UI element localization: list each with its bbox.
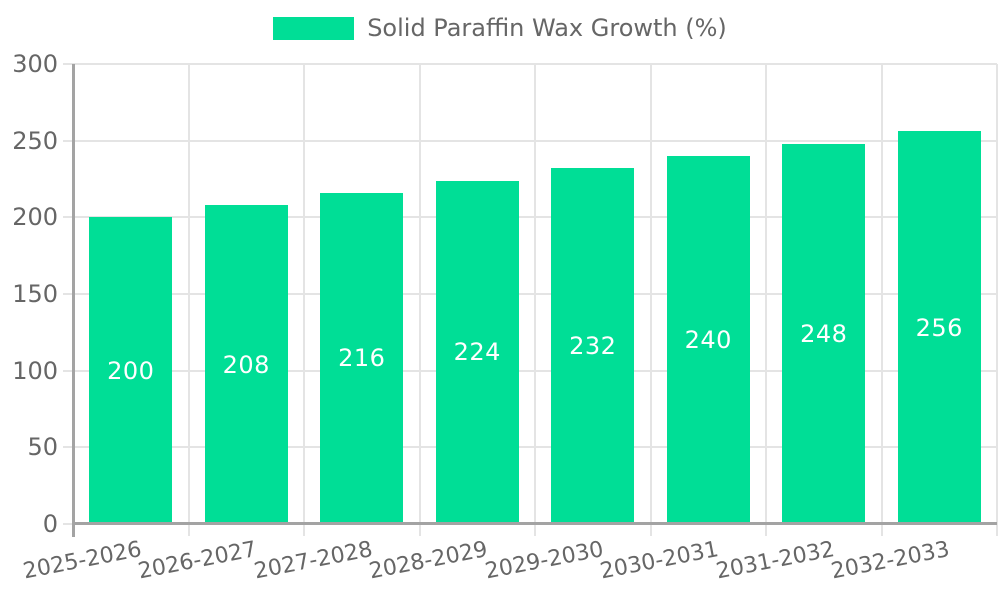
x-gridline bbox=[418, 64, 421, 536]
bar[interactable]: 224 bbox=[435, 180, 519, 524]
y-tick-label: 100 bbox=[12, 356, 58, 385]
legend-label: Solid Paraffin Wax Growth (%) bbox=[367, 14, 727, 42]
x-gridline bbox=[996, 64, 998, 536]
y-tick-label: 150 bbox=[12, 280, 58, 308]
x-gridline bbox=[765, 64, 767, 536]
bar[interactable]: 256 bbox=[897, 131, 981, 524]
bar-value-label: 224 bbox=[453, 338, 501, 367]
y-gridline bbox=[63, 293, 997, 295]
y-tick-label: 0 bbox=[42, 510, 58, 538]
y-gridline bbox=[63, 216, 997, 219]
bar[interactable]: 248 bbox=[782, 143, 866, 524]
x-gridline bbox=[534, 64, 536, 536]
bar-value-label: 200 bbox=[107, 356, 155, 385]
x-gridline bbox=[303, 64, 305, 536]
bar-value-label: 216 bbox=[338, 344, 386, 373]
y-axis-line bbox=[72, 64, 75, 537]
y-tick-label: 200 bbox=[12, 203, 58, 232]
legend-item[interactable]: Solid Paraffin Wax Growth (%) bbox=[273, 14, 727, 42]
y-tick-label: 250 bbox=[12, 126, 58, 155]
bar-value-label: 208 bbox=[222, 350, 270, 379]
x-axis-line bbox=[73, 522, 997, 525]
y-tick-label: 50 bbox=[27, 433, 58, 462]
bar[interactable]: 232 bbox=[551, 168, 635, 524]
bar-value-label: 240 bbox=[684, 326, 732, 354]
legend: Solid Paraffin Wax Growth (%) bbox=[0, 14, 1000, 42]
bar-value-label: 256 bbox=[915, 313, 963, 342]
x-gridline bbox=[649, 64, 652, 536]
y-tick-label: 300 bbox=[12, 50, 58, 78]
y-gridline bbox=[63, 369, 997, 372]
bar[interactable]: 208 bbox=[204, 205, 288, 524]
y-gridline bbox=[63, 446, 997, 449]
bar-value-label: 248 bbox=[800, 319, 848, 348]
plot-area: 200 208 216 224 232 240 248 256 bbox=[63, 63, 998, 537]
legend-swatch bbox=[273, 16, 355, 40]
y-gridline bbox=[63, 63, 997, 65]
bar-value-label: 232 bbox=[569, 332, 617, 361]
bar[interactable]: 200 bbox=[89, 217, 173, 524]
bar[interactable]: 216 bbox=[320, 192, 404, 524]
x-gridline bbox=[880, 64, 883, 536]
y-gridline bbox=[63, 139, 997, 142]
bar[interactable]: 240 bbox=[666, 156, 750, 524]
x-gridline bbox=[187, 64, 190, 536]
